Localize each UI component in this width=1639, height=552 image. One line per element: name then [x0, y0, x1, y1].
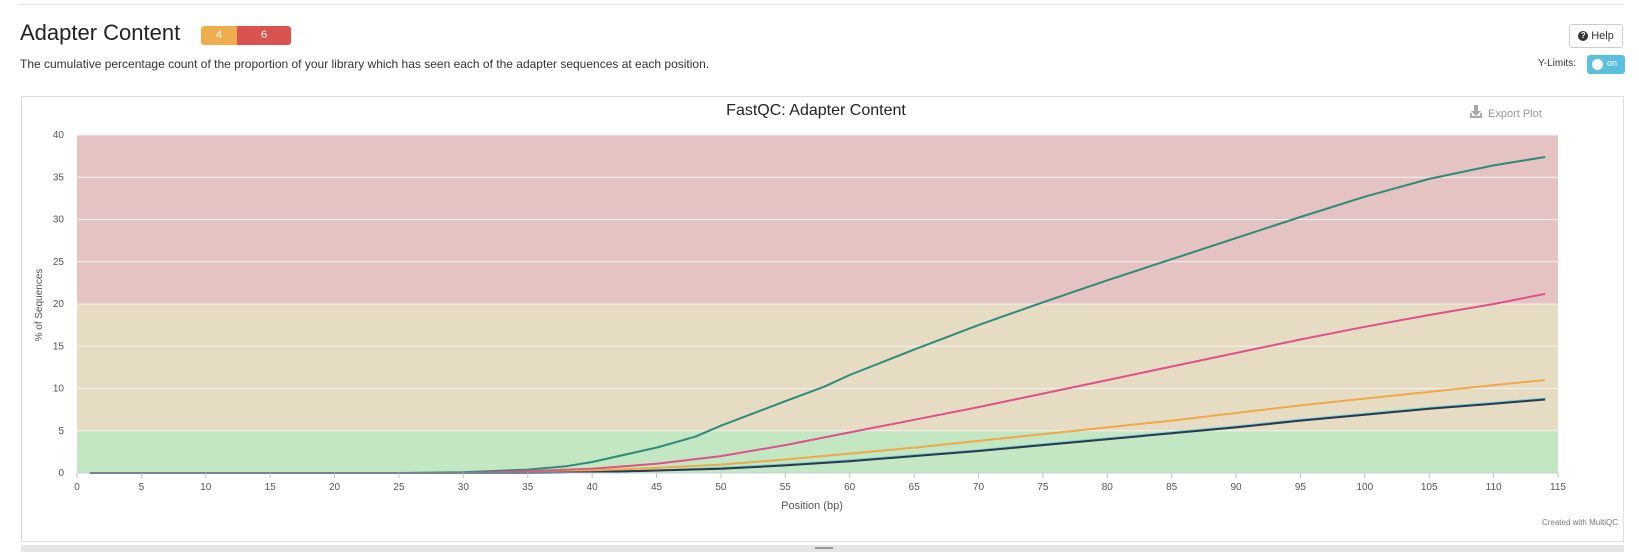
y-tick-label: 25	[53, 257, 65, 268]
section-description: The cumulative percentage count of the p…	[20, 57, 710, 71]
x-tick-label: 45	[651, 482, 663, 493]
section-title: Adapter Content	[20, 20, 181, 45]
y-tick-label: 0	[58, 468, 64, 479]
resize-grip-icon	[815, 547, 833, 549]
export-plot-label: Export Plot	[1488, 108, 1542, 120]
x-tick-label: 115	[1550, 482, 1566, 493]
band-pass	[77, 430, 1558, 473]
series-line-2[interactable]	[89, 292, 1546, 474]
x-tick-label: 90	[1230, 482, 1242, 493]
x-tick-label: 20	[329, 482, 341, 493]
question-circle-icon: ?	[1578, 31, 1589, 41]
x-tick-label: 15	[265, 482, 277, 493]
fail-count-badge[interactable]: 6	[237, 26, 291, 45]
status-badges: 4 6	[201, 26, 291, 45]
series-line-5[interactable]	[89, 398, 1546, 474]
help-button[interactable]: ? Help	[1569, 24, 1623, 48]
adapter-content-chart: 0 5 10 15 20 25 30 35 40 0 5 10 15 20 25 30 35 40 45 50 55 60…	[34, 102, 1618, 527]
x-axis-label: Position (bp)	[781, 500, 843, 512]
y-tick-label: 20	[53, 299, 65, 310]
toggle-knob	[1592, 59, 1603, 70]
ylimits-toggle[interactable]: on	[1587, 55, 1625, 74]
y-axis-label: % of Sequences	[34, 269, 45, 342]
series-line-1[interactable]	[89, 156, 1546, 474]
download-icon	[1470, 105, 1482, 118]
x-tick-label: 75	[1037, 482, 1049, 493]
multiqc-credit: Created with MultiQC	[1542, 518, 1618, 527]
y-tick-label: 5	[58, 426, 64, 437]
x-tick-label: 70	[973, 482, 985, 493]
x-tick-label: 10	[200, 482, 212, 493]
x-tick-label: 85	[1166, 482, 1178, 493]
help-button-label: Help	[1591, 30, 1614, 42]
x-tick-label: 100	[1356, 482, 1373, 493]
band-warn	[77, 304, 1558, 431]
y-tick-label: 40	[53, 130, 65, 141]
top-divider	[20, 4, 1624, 5]
ylimits-label: Y-Limits:	[1538, 58, 1576, 69]
y-tick-label: 10	[53, 384, 65, 395]
x-tick-label: 60	[844, 482, 856, 493]
x-tick-label: 80	[1102, 482, 1114, 493]
x-tick-label: 25	[393, 482, 405, 493]
warn-count-badge[interactable]: 4	[201, 26, 237, 45]
chart-title: FastQC: Adapter Content	[726, 102, 906, 119]
x-tick-label: 5	[139, 482, 145, 493]
y-tick-label: 15	[53, 341, 65, 352]
export-plot-button[interactable]: Export Plot	[1470, 105, 1542, 120]
x-tick-label: 105	[1421, 482, 1438, 493]
x-tick-label: 95	[1295, 482, 1307, 493]
chart-panel: 0 5 10 15 20 25 30 35 40 0 5 10 15 20 25 30 35 40 45 50 55 60…	[21, 96, 1624, 542]
x-tick-label: 0	[74, 482, 80, 493]
y-tick-label: 35	[53, 172, 65, 183]
y-tick-label: 30	[53, 215, 65, 226]
x-tick-label: 35	[522, 482, 534, 493]
toggle-label: on	[1607, 58, 1618, 68]
x-tick-label: 65	[909, 482, 921, 493]
x-tick-label: 110	[1486, 482, 1502, 493]
x-tick-label: 55	[780, 482, 792, 493]
x-tick-label: 50	[715, 482, 727, 493]
series-line-3[interactable]	[89, 379, 1546, 474]
x-tick-label: 30	[458, 482, 470, 493]
x-tick-label: 40	[587, 482, 599, 493]
